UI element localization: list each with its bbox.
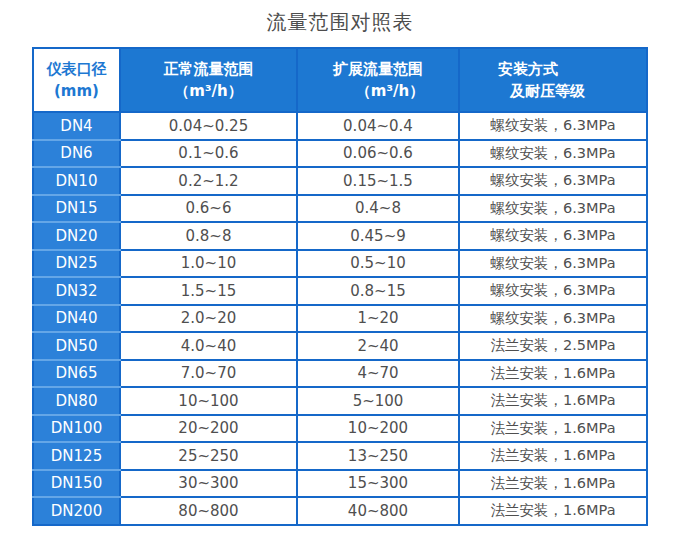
table-row: DN40 2.0~20 1~20 螺纹安装，6.3MPa <box>33 305 647 333</box>
header-installation-line1: 安装方式 <box>460 58 646 80</box>
page-title: 流量范围对照表 <box>0 0 680 45</box>
extended-flow-cell: 1~20 <box>297 305 459 333</box>
normal-flow-cell: 2.0~20 <box>120 305 297 333</box>
header-installation-line2: 及耐压等级 <box>460 80 646 102</box>
table-row: DN20 0.8~8 0.45~9 螺纹安装，6.3MPa <box>33 222 647 250</box>
table-row: DN80 10~100 5~100 法兰安装，1.6MPa <box>33 387 647 415</box>
header-row: 仪表口径 (mm) 正常流量范围 （m³/h） 扩展流量范围 （m³/h） 安装… <box>33 48 647 112</box>
table-row: DN200 80~800 40~800 法兰安装，1.6MPa <box>33 497 647 525</box>
diameter-cell: DN100 <box>33 415 120 443</box>
table-body: DN4 0.04~0.25 0.04~0.4 螺纹安装，6.3MPa DN6 0… <box>33 112 647 525</box>
extended-flow-cell: 0.4~8 <box>297 195 459 223</box>
table-header: 仪表口径 (mm) 正常流量范围 （m³/h） 扩展流量范围 （m³/h） 安装… <box>33 48 647 112</box>
table-row: DN65 7.0~70 4~70 法兰安装，1.6MPa <box>33 360 647 388</box>
normal-flow-cell: 4.0~40 <box>120 332 297 360</box>
table-row: DN4 0.04~0.25 0.04~0.4 螺纹安装，6.3MPa <box>33 112 647 140</box>
diameter-cell: DN65 <box>33 360 120 388</box>
install-cell: 法兰安装，1.6MPa <box>459 360 647 388</box>
diameter-cell: DN200 <box>33 497 120 525</box>
install-cell: 法兰安装，1.6MPa <box>459 470 647 498</box>
install-cell: 螺纹安装，6.3MPa <box>459 112 647 140</box>
normal-flow-cell: 80~800 <box>120 497 297 525</box>
normal-flow-cell: 0.04~0.25 <box>120 112 297 140</box>
extended-flow-cell: 5~100 <box>297 387 459 415</box>
diameter-cell: DN6 <box>33 140 120 168</box>
header-meter-diameter-line1: 仪表口径 <box>34 58 119 80</box>
extended-flow-cell: 0.06~0.6 <box>297 140 459 168</box>
diameter-cell: DN50 <box>33 332 120 360</box>
table-row: DN15 0.6~6 0.4~8 螺纹安装，6.3MPa <box>33 195 647 223</box>
extended-flow-cell: 0.8~15 <box>297 277 459 305</box>
header-normal-flow-range: 正常流量范围 （m³/h） <box>120 48 297 112</box>
normal-flow-cell: 10~100 <box>120 387 297 415</box>
extended-flow-cell: 40~800 <box>297 497 459 525</box>
normal-flow-cell: 25~250 <box>120 442 297 470</box>
diameter-cell: DN40 <box>33 305 120 333</box>
header-extended-flow-line1: 扩展流量范围 <box>298 58 458 80</box>
normal-flow-cell: 1.0~10 <box>120 250 297 278</box>
table-row: DN10 0.2~1.2 0.15~1.5 螺纹安装，6.3MPa <box>33 167 647 195</box>
table-row: DN100 20~200 10~200 法兰安装，1.6MPa <box>33 415 647 443</box>
install-cell: 法兰安装，1.6MPa <box>459 387 647 415</box>
diameter-cell: DN80 <box>33 387 120 415</box>
flow-range-table: 仪表口径 (mm) 正常流量范围 （m³/h） 扩展流量范围 （m³/h） 安装… <box>32 47 648 526</box>
extended-flow-cell: 10~200 <box>297 415 459 443</box>
diameter-cell: DN150 <box>33 470 120 498</box>
diameter-cell: DN125 <box>33 442 120 470</box>
install-cell: 螺纹安装，6.3MPa <box>459 277 647 305</box>
normal-flow-cell: 0.1~0.6 <box>120 140 297 168</box>
diameter-cell: DN25 <box>33 250 120 278</box>
table-row: DN32 1.5~15 0.8~15 螺纹安装，6.3MPa <box>33 277 647 305</box>
extended-flow-cell: 15~300 <box>297 470 459 498</box>
install-cell: 螺纹安装，6.3MPa <box>459 195 647 223</box>
install-cell: 螺纹安装，6.3MPa <box>459 305 647 333</box>
install-cell: 法兰安装，1.6MPa <box>459 415 647 443</box>
diameter-cell: DN4 <box>33 112 120 140</box>
diameter-cell: DN10 <box>33 167 120 195</box>
table-row: DN125 25~250 13~250 法兰安装，1.6MPa <box>33 442 647 470</box>
extended-flow-cell: 0.04~0.4 <box>297 112 459 140</box>
header-installation: 安装方式 及耐压等级 <box>459 48 647 112</box>
install-cell: 螺纹安装，6.3MPa <box>459 167 647 195</box>
normal-flow-cell: 20~200 <box>120 415 297 443</box>
header-normal-flow-line2: （m³/h） <box>121 80 296 102</box>
extended-flow-cell: 4~70 <box>297 360 459 388</box>
table-row: DN50 4.0~40 2~40 法兰安装，2.5MPa <box>33 332 647 360</box>
extended-flow-cell: 2~40 <box>297 332 459 360</box>
normal-flow-cell: 0.2~1.2 <box>120 167 297 195</box>
table-row: DN25 1.0~10 0.5~10 螺纹安装，6.3MPa <box>33 250 647 278</box>
header-extended-flow-range: 扩展流量范围 （m³/h） <box>297 48 459 112</box>
install-cell: 螺纹安装，6.3MPa <box>459 222 647 250</box>
extended-flow-cell: 0.5~10 <box>297 250 459 278</box>
header-normal-flow-line1: 正常流量范围 <box>121 58 296 80</box>
extended-flow-cell: 0.15~1.5 <box>297 167 459 195</box>
normal-flow-cell: 7.0~70 <box>120 360 297 388</box>
diameter-cell: DN15 <box>33 195 120 223</box>
normal-flow-cell: 0.8~8 <box>120 222 297 250</box>
normal-flow-cell: 1.5~15 <box>120 277 297 305</box>
install-cell: 法兰安装，1.6MPa <box>459 442 647 470</box>
extended-flow-cell: 0.45~9 <box>297 222 459 250</box>
table-row: DN150 30~300 15~300 法兰安装，1.6MPa <box>33 470 647 498</box>
table-row: DN6 0.1~0.6 0.06~0.6 螺纹安装，6.3MPa <box>33 140 647 168</box>
diameter-cell: DN20 <box>33 222 120 250</box>
install-cell: 螺纹安装，6.3MPa <box>459 140 647 168</box>
install-cell: 法兰安装，2.5MPa <box>459 332 647 360</box>
header-meter-diameter: 仪表口径 (mm) <box>33 48 120 112</box>
header-extended-flow-line2: （m³/h） <box>310 80 470 102</box>
normal-flow-cell: 30~300 <box>120 470 297 498</box>
header-meter-diameter-line2: (mm) <box>34 80 119 102</box>
normal-flow-cell: 0.6~6 <box>120 195 297 223</box>
install-cell: 法兰安装，1.6MPa <box>459 497 647 525</box>
extended-flow-cell: 13~250 <box>297 442 459 470</box>
diameter-cell: DN32 <box>33 277 120 305</box>
page: 流量范围对照表 仪表口径 (mm) 正常流量范围 （m³/h） 扩展流量范围 （… <box>0 0 680 547</box>
install-cell: 螺纹安装，6.3MPa <box>459 250 647 278</box>
